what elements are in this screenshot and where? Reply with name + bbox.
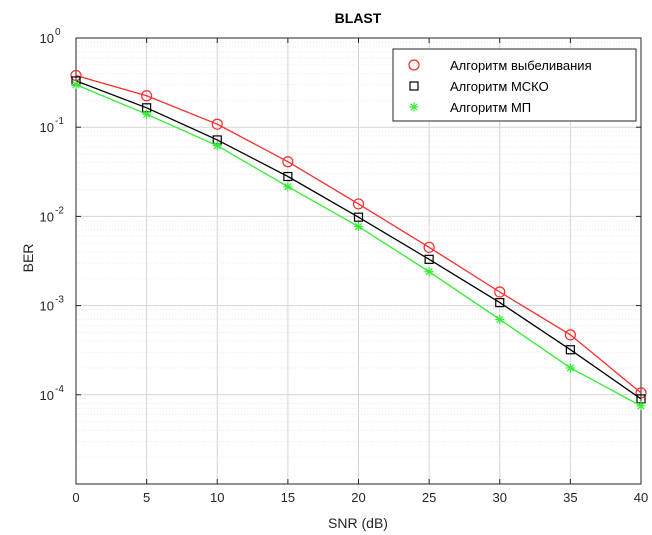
series-1-point [494, 286, 506, 298]
x-tick-label: 5 [143, 490, 150, 505]
series-3-point [142, 109, 152, 119]
x-tick-label: 10 [210, 490, 224, 505]
legend-label: Алгоритм МП [450, 100, 531, 115]
series-1-point [141, 90, 153, 102]
legend: Алгоритм выбеливания Алгоритм МСКО Алгорит… [392, 48, 637, 122]
series-1-point [423, 241, 435, 253]
series-3-point [424, 267, 434, 277]
series-3-point [565, 363, 575, 373]
series-2-point [353, 212, 364, 222]
series-1-point [564, 329, 576, 341]
legend-marker [409, 81, 419, 91]
x-tick-label: 15 [281, 490, 295, 505]
y-tick-label: 10 [40, 209, 54, 224]
series-layer [70, 69, 647, 411]
series-2-point [283, 171, 293, 182]
series-line-2 [75, 80, 642, 400]
y-axis-label: BER [20, 244, 36, 273]
series-1-point [282, 156, 294, 168]
series-1-point [211, 118, 223, 130]
series-3-point [354, 222, 363, 232]
chart-title: BLAST [335, 10, 382, 26]
series-3-point [495, 314, 505, 324]
y-tick-label: 10 [40, 120, 54, 135]
series-line-1 [75, 74, 642, 394]
x-tick-label: 40 [634, 490, 648, 505]
x-axis-label: SNR (dB) [328, 515, 388, 531]
series-2-point [495, 298, 505, 308]
series-3-point [71, 80, 81, 90]
y-tick-label: 10 [40, 299, 54, 314]
series-2-point [565, 345, 575, 355]
y-tick-exponent: -3 [55, 295, 64, 306]
y-tick-exponent: -2 [55, 205, 64, 216]
y-tick-exponent: -1 [55, 116, 64, 127]
series-2-point [424, 254, 434, 264]
legend-label: Алгоритм выбеливания [450, 58, 592, 73]
y-tick-exponent: -4 [55, 384, 64, 395]
series-1-point [352, 198, 365, 210]
x-tick-label: 35 [563, 490, 577, 505]
series-3-point [636, 401, 646, 411]
y-tick-exponent: 0 [55, 27, 61, 38]
legend-marker [409, 102, 419, 112]
series-3-point [283, 182, 293, 192]
y-tick-label: 10 [40, 31, 54, 46]
series-1-point [635, 387, 647, 399]
x-tick-label: 30 [493, 490, 507, 505]
x-tick-label: 0 [72, 490, 79, 505]
legend-marker [408, 59, 420, 71]
y-tick-label: 10 [40, 388, 54, 403]
legend-label: Алгоритм МСКО [450, 79, 549, 94]
x-tick-label: 20 [351, 490, 365, 505]
series-3-point [212, 141, 222, 151]
x-tick-label: 25 [422, 490, 436, 505]
legend-box [392, 48, 637, 122]
